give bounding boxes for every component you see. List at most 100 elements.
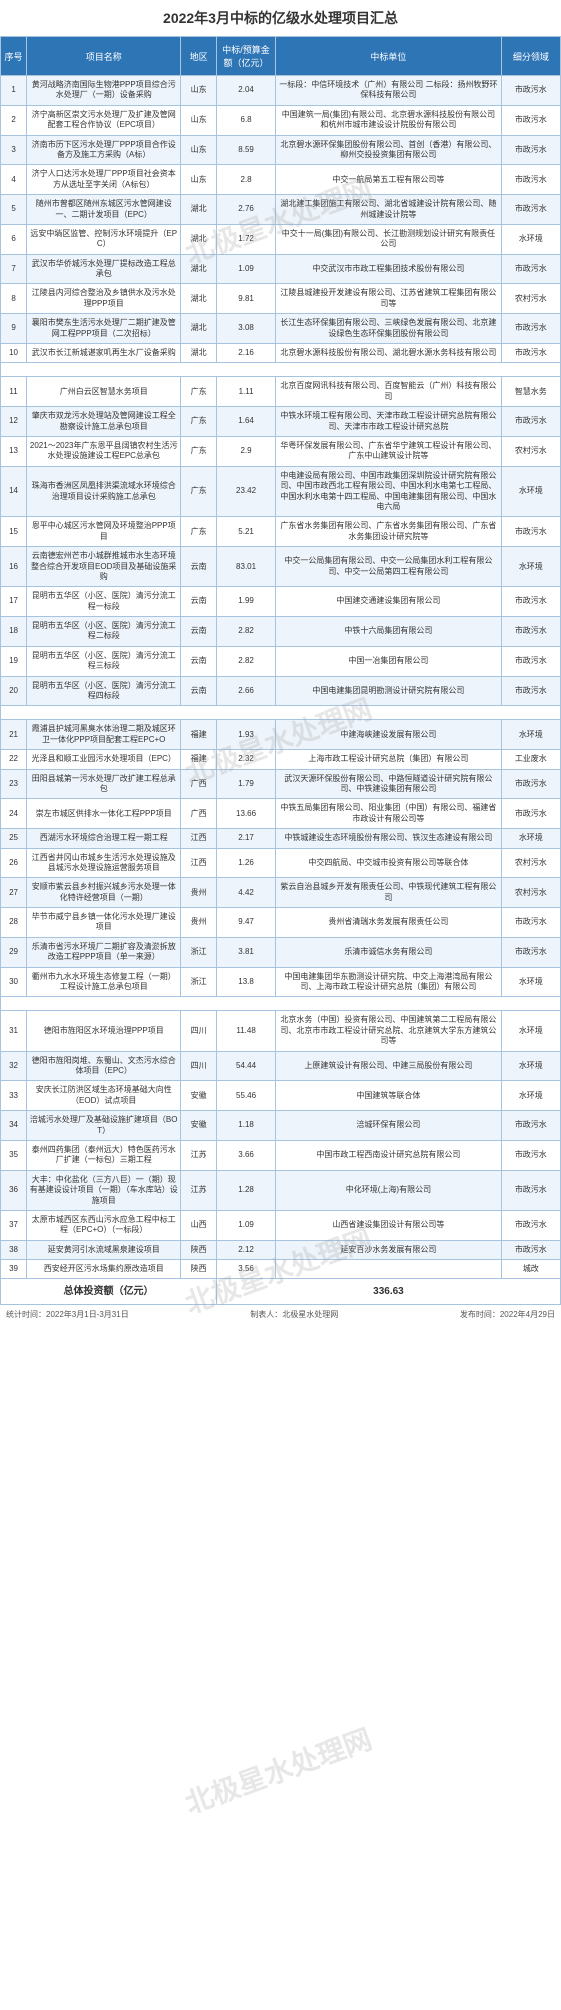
cell-region: 广东 <box>181 407 217 437</box>
table-row: 1黄河战略济南国际生物港PPP项目综合污水处理厂（一期）设备采购山东2.04一标… <box>1 76 561 106</box>
cell-name: 济宁人口达污水处理厂PPP项目社会资本方从选址至字关闭（A标包） <box>27 165 181 195</box>
cell-region: 福建 <box>181 750 217 769</box>
cell-field: 农村污水 <box>501 436 560 466</box>
cell-amount: 9.47 <box>216 908 275 938</box>
cell-field: 市政污水 <box>501 105 560 135</box>
cell-amount: 13.66 <box>216 799 275 829</box>
cell-name: 2021～2023年广东恩平县阔镇农村生活污水处理设施建设工程EPC总承包 <box>27 436 181 466</box>
table-row: 23田阳县城第一污水处理厂改扩建工程总承包广西1.79武汉天源环保股份有限公司、… <box>1 769 561 799</box>
group-gap <box>1 997 561 1011</box>
cell-winner: 中国建筑一局(集团)有限公司、北京碧水源科技股份有限公司和杭州市城市建设设计院股… <box>276 105 501 135</box>
cell-seq: 7 <box>1 254 27 284</box>
cell-amount: 2.76 <box>216 195 275 225</box>
cell-field: 工业废水 <box>501 750 560 769</box>
cell-region: 福建 <box>181 720 217 750</box>
table-row: 24崇左市城区供排水一体化工程PPP项目广西13.66中铁五局集团有限公司、阳业… <box>1 799 561 829</box>
cell-field: 市政污水 <box>501 165 560 195</box>
table-row: 3济南市历下区污水处理厂PPP项目合作设备方及施工方采购（A标）山东8.59北京… <box>1 135 561 165</box>
table-row: 17昆明市五华区（小区、医院）清污分流工程一标段云南1.99中国建交通建设集团有… <box>1 587 561 617</box>
cell-field: 市政污水 <box>501 769 560 799</box>
cell-region: 广东 <box>181 466 217 517</box>
cell-winner: 中国电建集团昆明勘测设计研究院有限公司 <box>276 676 501 706</box>
cell-seq: 33 <box>1 1081 27 1111</box>
cell-region: 山东 <box>181 105 217 135</box>
cell-seq: 16 <box>1 547 27 587</box>
table-row: 35泰州四药集团（泰州远大）特色医药污水厂扩建（一标包）三期工程江苏3.66中国… <box>1 1140 561 1170</box>
cell-amount: 2.82 <box>216 617 275 647</box>
cell-seq: 25 <box>1 829 27 848</box>
cell-name: 德阳市旌阳区水环境治理PPP项目 <box>27 1011 181 1051</box>
cell-region: 云南 <box>181 617 217 647</box>
cell-name: 西湖污水环境综合治理工程一期工程 <box>27 829 181 848</box>
total-value: 336.63 <box>216 1279 560 1305</box>
cell-field: 农村污水 <box>501 284 560 314</box>
cell-field: 水环境 <box>501 967 560 997</box>
cell-winner: 中国建交通建设集团有限公司 <box>276 587 501 617</box>
table-row: 8江陵县内河综合整治及乡镇供水及污水处理PPP项目湖北9.81江陵县城建投开发建… <box>1 284 561 314</box>
cell-seq: 19 <box>1 646 27 676</box>
cell-field: 市政污水 <box>501 799 560 829</box>
cell-seq: 39 <box>1 1260 27 1279</box>
table-row: 39西安经开区污水场集约原改造项目陕西3.56城改 <box>1 1260 561 1279</box>
cell-name: 乐清市省污水环境厂二期扩容及清淤拆放改造工程PPP项目（单一来源） <box>27 937 181 967</box>
cell-name: 光泽县和顺工业园污水处理项目（EPC） <box>27 750 181 769</box>
cell-winner: 紫云自治县城乡开发有限责任公司、中铁现代建筑工程有限公司 <box>276 878 501 908</box>
cell-name: 江西省井冈山市城乡生活污水处理设施及县城污水处理设施运营服务项目 <box>27 848 181 878</box>
cell-name: 江陵县内河综合整治及乡镇供水及污水处理PPP项目 <box>27 284 181 314</box>
cell-seq: 4 <box>1 165 27 195</box>
cell-field: 水环境 <box>501 1051 560 1081</box>
cell-amount: 3.08 <box>216 314 275 344</box>
cell-seq: 6 <box>1 224 27 254</box>
cell-seq: 22 <box>1 750 27 769</box>
cell-region: 广东 <box>181 377 217 407</box>
table-row: 4济宁人口达污水处理厂PPP项目社会资本方从选址至字关闭（A标包）山东2.8中交… <box>1 165 561 195</box>
cell-amount: 1.93 <box>216 720 275 750</box>
cell-amount: 6.8 <box>216 105 275 135</box>
cell-field: 水环境 <box>501 466 560 517</box>
cell-winner: 中建海峡建设发展有限公司 <box>276 720 501 750</box>
table-row: 22光泽县和顺工业园污水处理项目（EPC）福建2.32上海市政工程设计研究总院（… <box>1 750 561 769</box>
cell-winner: 中国一冶集团有限公司 <box>276 646 501 676</box>
cell-winner: 中铁十六局集团有限公司 <box>276 617 501 647</box>
cell-seq: 28 <box>1 908 27 938</box>
cell-name: 昆明市五华区（小区、医院）清污分流工程一标段 <box>27 587 181 617</box>
total-label: 总体投资额（亿元） <box>1 1279 217 1305</box>
cell-field: 市政污水 <box>501 676 560 706</box>
table-row: 33安庆长江防洪区域生态环境基础大向性（EOD）试点项目安徽55.46中国建筑等… <box>1 1081 561 1111</box>
cell-name: 安顺市紫云县乡村振兴城乡污水处理一体化特许经营项目（一期） <box>27 878 181 908</box>
cell-winner: 上海市政工程设计研究总院（集团）有限公司 <box>276 750 501 769</box>
cell-field: 农村污水 <box>501 878 560 908</box>
cell-winner: 上原建筑设计有限公司、中建三局股份有限公司 <box>276 1051 501 1081</box>
cell-name: 恩平中心城区污水管网及环境整治PPP项目 <box>27 517 181 547</box>
cell-seq: 36 <box>1 1170 27 1210</box>
cell-name: 西安经开区污水场集约原改造项目 <box>27 1260 181 1279</box>
cell-seq: 26 <box>1 848 27 878</box>
cell-seq: 14 <box>1 466 27 517</box>
cell-winner: 北京水务（中国）投资有限公司、中国建筑第二工程局有限公司、北京市市政工程设计研究… <box>276 1011 501 1051</box>
col-region: 地区 <box>181 37 217 76</box>
cell-name: 襄阳市樊东生活污水处理厂二期扩建及管网工程PPP项目（二次招标） <box>27 314 181 344</box>
cell-amount: 3.56 <box>216 1260 275 1279</box>
table-row: 14珠海市香洲区凤凰排洪渠流域水环境综合治理项目设计采购施工总承包广东23.42… <box>1 466 561 517</box>
cell-field: 城改 <box>501 1260 560 1279</box>
cell-region: 江西 <box>181 829 217 848</box>
cell-winner: 涪城环保有限公司 <box>276 1111 501 1141</box>
cell-field: 水环境 <box>501 547 560 587</box>
cell-amount: 1.09 <box>216 254 275 284</box>
cell-amount: 13.8 <box>216 967 275 997</box>
cell-region: 江苏 <box>181 1170 217 1210</box>
cell-amount: 2.82 <box>216 646 275 676</box>
cell-amount: 4.42 <box>216 878 275 908</box>
cell-name: 武汉市华侨城污水处理厂提标改造工程总承包 <box>27 254 181 284</box>
cell-winner: 北京碧水源科技股份有限公司、湖北碧水源水务科技有限公司 <box>276 344 501 363</box>
cell-seq: 27 <box>1 878 27 908</box>
cell-amount: 1.26 <box>216 848 275 878</box>
cell-field: 水环境 <box>501 224 560 254</box>
col-name: 项目名称 <box>27 37 181 76</box>
cell-region: 云南 <box>181 587 217 617</box>
cell-amount: 54.44 <box>216 1051 275 1081</box>
cell-region: 浙江 <box>181 937 217 967</box>
cell-seq: 11 <box>1 377 27 407</box>
cell-amount: 2.17 <box>216 829 275 848</box>
cell-amount: 9.81 <box>216 284 275 314</box>
